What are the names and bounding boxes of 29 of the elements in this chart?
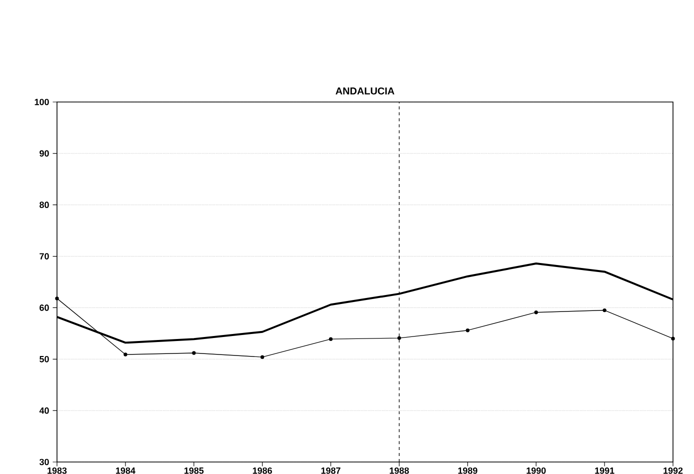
point: [328, 337, 333, 341]
y-tick-label: 60: [40, 304, 49, 311]
x-tick-label: 1988: [390, 467, 409, 474]
y-tick-label: 50: [40, 356, 49, 362]
point: [397, 336, 402, 340]
x-tick-label: 1992: [664, 467, 683, 474]
point: [671, 336, 675, 340]
point: [192, 351, 196, 355]
x-tick-label: 1986: [252, 467, 272, 474]
x-tick-label: 1991: [595, 467, 614, 474]
point: [55, 296, 59, 300]
y-tick-label: 80: [40, 202, 49, 208]
point: [534, 310, 538, 314]
x-tick-label: 1984: [116, 467, 136, 474]
chart-title: ANDALUCIA: [336, 87, 394, 94]
y-tick-label: 100: [34, 98, 49, 106]
point: [124, 352, 128, 356]
y-tick-label: 40: [39, 407, 49, 414]
x-tick-label: 1987: [321, 467, 340, 474]
y-tick-label: 30: [39, 458, 49, 466]
x-tick-label: 1989: [458, 467, 478, 474]
x-tick-label: 1990: [526, 467, 546, 474]
point: [260, 355, 264, 359]
y-tick-label: 90: [40, 150, 49, 157]
x-tick-label: 1985: [184, 467, 204, 474]
point: [602, 308, 606, 312]
point: [466, 328, 470, 332]
y-tick-label: 70: [40, 253, 49, 260]
x-tick-label: 1983: [48, 467, 67, 474]
